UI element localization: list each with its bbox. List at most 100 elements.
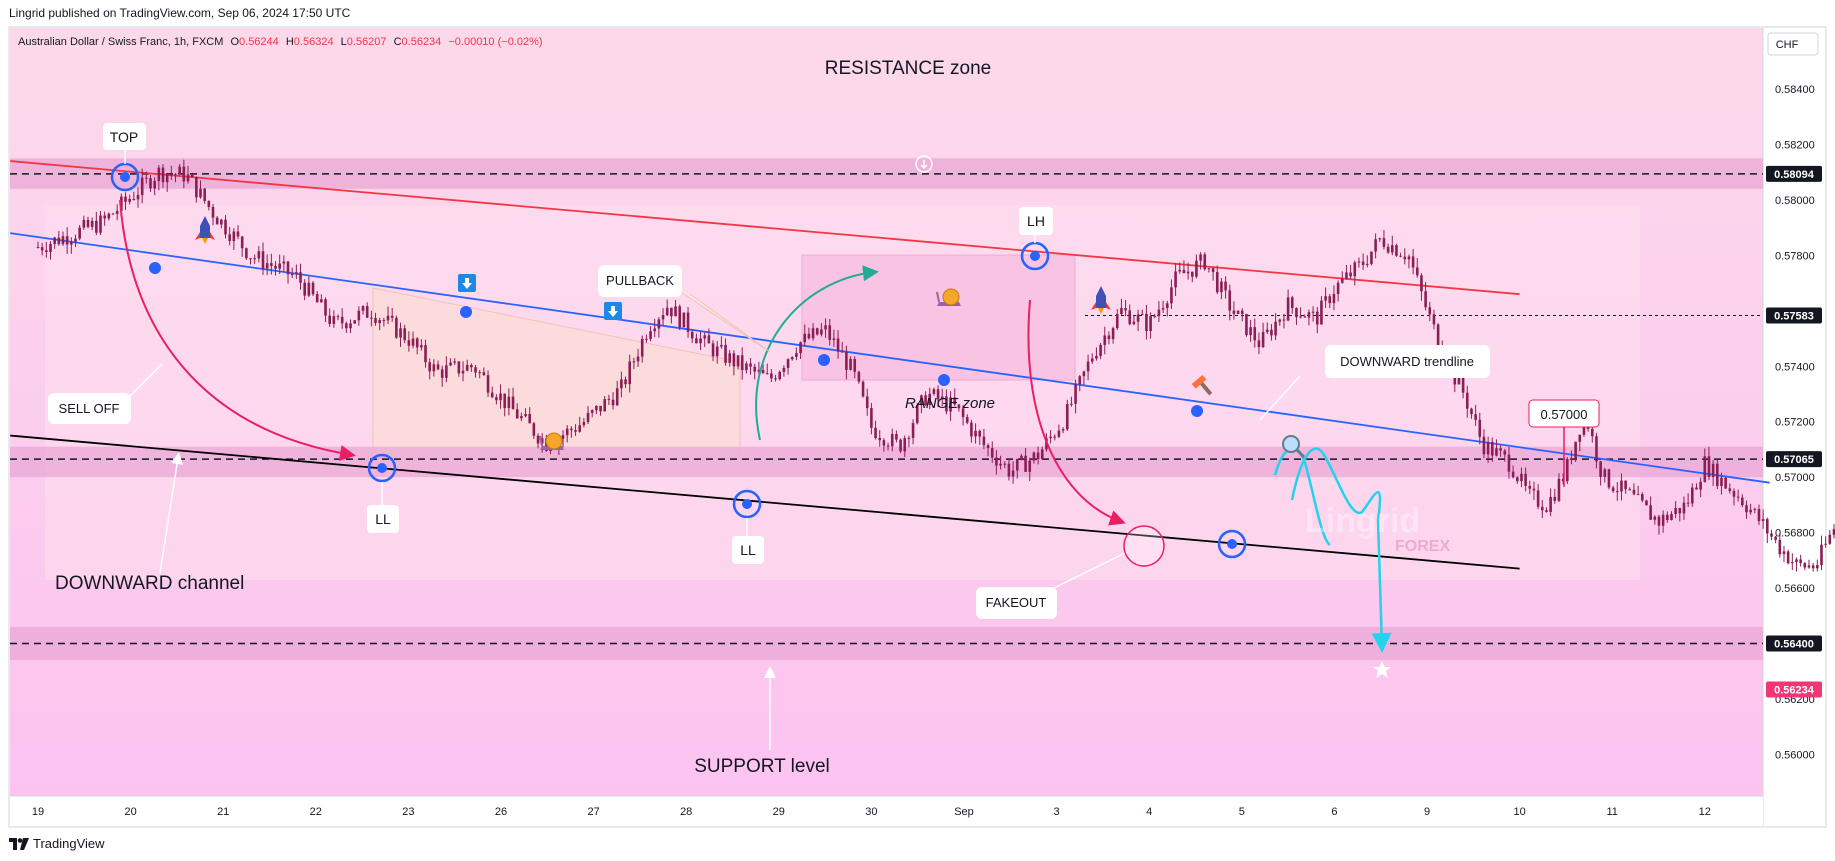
- anchor-dot: [120, 172, 130, 182]
- candle-body: [865, 396, 869, 409]
- candle-body: [649, 331, 652, 339]
- ll-callout-1: LL: [367, 482, 399, 533]
- candle-body: [1428, 307, 1432, 315]
- candle-body: [1678, 507, 1682, 514]
- candle-body: [815, 328, 819, 335]
- candle-body: [890, 434, 894, 447]
- candle-body: [1420, 275, 1423, 292]
- y-tick-label: 0.57000: [1775, 472, 1815, 484]
- ohlc-change: −0.00010 (−0.02%): [448, 36, 542, 48]
- candle-body: [1545, 510, 1548, 513]
- candle-body: [1707, 456, 1711, 477]
- candle-body: [365, 306, 369, 318]
- candle-body: [57, 237, 61, 245]
- svg-text:FAKEOUT: FAKEOUT: [986, 595, 1047, 610]
- candle-body: [753, 366, 757, 372]
- candle-body: [224, 219, 227, 235]
- candle-body: [1240, 310, 1244, 314]
- candle-body: [982, 436, 986, 446]
- candle-body: [1699, 481, 1702, 490]
- candle-body: [182, 166, 186, 182]
- down-arrow-icon: [604, 302, 622, 320]
- candle-body: [1782, 551, 1786, 555]
- candle-body: [620, 379, 623, 389]
- candle-body: [495, 397, 498, 401]
- candle-body: [1724, 477, 1727, 489]
- candle-body: [786, 359, 790, 368]
- candle-body: [1115, 314, 1119, 329]
- anchor-dot: [938, 374, 950, 386]
- candle-body: [411, 338, 415, 346]
- candle-body: [1653, 516, 1657, 520]
- candle-body: [303, 282, 306, 296]
- candle-body: [732, 353, 736, 367]
- candle-body: [1370, 251, 1373, 264]
- snail-icon: [936, 288, 961, 306]
- candle-body: [1378, 238, 1382, 240]
- anchor-dot: [742, 499, 752, 509]
- candle-body: [53, 237, 56, 244]
- candle-body: [1299, 316, 1302, 318]
- candle-body: [245, 248, 248, 259]
- candle-body: [1741, 497, 1744, 506]
- y-tick-label: 0.56000: [1775, 749, 1815, 761]
- x-tick-label: 6: [1331, 806, 1337, 818]
- candle-body: [1220, 281, 1223, 293]
- candle-body: [261, 251, 265, 269]
- fakeout-callout: FAKEOUT: [976, 587, 1057, 619]
- candle-body: [253, 258, 256, 260]
- resistance-trendline: [10, 160, 1520, 296]
- candle-body: [1282, 319, 1286, 321]
- svg-text:PULLBACK: PULLBACK: [606, 273, 674, 288]
- x-tick-label: 19: [32, 806, 44, 818]
- candle-body: [728, 353, 732, 363]
- candle-body: [574, 430, 577, 432]
- candle-body: [353, 320, 356, 324]
- candle-body: [661, 315, 665, 320]
- candle-body: [853, 358, 857, 372]
- trendline-label-leader: [1259, 375, 1301, 421]
- svg-text:0.57000: 0.57000: [1541, 407, 1588, 422]
- candle-body: [328, 315, 331, 324]
- svg-text:CHF: CHF: [1776, 39, 1799, 51]
- x-tick-label: 27: [587, 806, 599, 818]
- candle-body: [1736, 496, 1740, 498]
- candle-body: [240, 236, 244, 249]
- candle-body: [278, 263, 281, 269]
- candle-body: [1165, 303, 1169, 309]
- candle-body: [211, 206, 215, 218]
- candle-body: [1290, 297, 1294, 309]
- candle-body: [1211, 268, 1215, 273]
- candle-body: [507, 396, 511, 409]
- candle-body: [290, 274, 294, 276]
- candle-body: [340, 316, 344, 324]
- x-tick-label: 4: [1146, 806, 1152, 818]
- candle-body: [1232, 310, 1236, 314]
- range-box: [801, 254, 1076, 381]
- candle-body: [940, 396, 944, 400]
- candle-body: [1686, 502, 1690, 504]
- range-zone-label: RANGE zone: [905, 395, 995, 412]
- currency-selector[interactable]: CHF: [1767, 32, 1819, 56]
- candle-body: [1332, 293, 1336, 304]
- footer[interactable]: TradingView: [9, 836, 105, 851]
- price-tag-label: 0.57583: [1774, 311, 1814, 323]
- candle-body: [878, 438, 882, 441]
- x-tick-label: 11: [1606, 806, 1617, 818]
- candle-body: [778, 371, 782, 380]
- x-tick-label: 20: [124, 806, 136, 818]
- candle-body: [607, 399, 611, 401]
- candle-body: [1832, 529, 1835, 535]
- candle-body: [790, 356, 794, 360]
- candle-body: [536, 435, 540, 444]
- candle-body: [874, 427, 877, 439]
- candle-body: [186, 174, 190, 182]
- candle-body: [1628, 489, 1632, 491]
- candle-body: [532, 423, 536, 436]
- x-tick-label: 29: [773, 806, 785, 818]
- candle-body: [1649, 505, 1652, 520]
- candle-body: [1515, 477, 1519, 482]
- candle-body: [145, 177, 148, 179]
